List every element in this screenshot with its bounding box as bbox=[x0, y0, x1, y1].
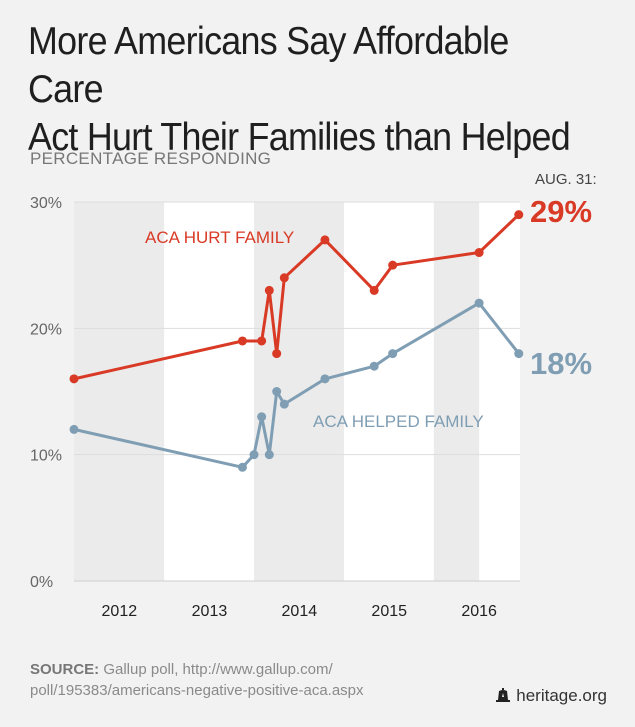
title-line-1: More Americans Say Affordable Care bbox=[28, 20, 509, 111]
data-point-helped bbox=[279, 399, 289, 409]
data-point-helped bbox=[257, 412, 267, 422]
chart-title: More Americans Say Affordable Care Act H… bbox=[28, 18, 571, 162]
last-point-caption: AUG. 31: bbox=[535, 171, 597, 188]
year-band-0 bbox=[164, 202, 255, 581]
year-band-2 bbox=[479, 202, 520, 581]
x-tick-label: 2016 bbox=[461, 603, 497, 620]
data-point-helped bbox=[249, 450, 259, 460]
x-tick-label: 2015 bbox=[371, 603, 407, 620]
data-point-hurt bbox=[474, 248, 484, 258]
data-point-hurt bbox=[69, 374, 79, 384]
data-point-hurt bbox=[388, 260, 398, 270]
data-point-hurt bbox=[272, 349, 282, 359]
title-line-2: Act Hurt Their Families than Helped bbox=[28, 116, 571, 159]
y-tick-label: 30% bbox=[30, 195, 62, 212]
brand-name: heritage.org bbox=[516, 686, 607, 705]
chart-subtitle: PERCENTAGE RESPONDING bbox=[30, 149, 272, 168]
data-point-helped bbox=[474, 298, 484, 308]
data-point-helped bbox=[514, 349, 524, 359]
x-tick-label: 2014 bbox=[282, 603, 318, 620]
plot-background bbox=[74, 202, 520, 581]
x-tick-label: 2013 bbox=[192, 603, 228, 620]
data-point-hurt bbox=[320, 235, 330, 245]
year-band-1 bbox=[343, 202, 434, 581]
source-label: SOURCE: bbox=[30, 661, 100, 678]
y-tick-label: 10% bbox=[30, 448, 62, 465]
data-point-hurt bbox=[514, 210, 524, 220]
data-point-helped bbox=[264, 450, 274, 460]
data-point-hurt bbox=[257, 336, 267, 346]
y-tick-label: 0% bbox=[30, 574, 53, 591]
x-tick-label: 2012 bbox=[102, 603, 138, 620]
data-point-helped bbox=[320, 374, 330, 384]
data-point-helped bbox=[369, 361, 379, 371]
y-tick-label: 20% bbox=[30, 321, 62, 338]
brand-logo: heritage.org bbox=[496, 686, 607, 706]
series-label-helped: ACA HELPED FAMILY bbox=[313, 412, 484, 431]
end-label-hurt: 29% bbox=[530, 194, 592, 229]
data-point-hurt bbox=[369, 285, 379, 295]
source-text-1: Gallup poll, http://www.gallup.com/ bbox=[103, 661, 333, 678]
source-text-2: poll/195383/americans-negative-positive-… bbox=[30, 682, 364, 699]
liberty-bell-icon bbox=[496, 688, 511, 702]
series-label-hurt: ACA HURT FAMILY bbox=[145, 228, 294, 247]
data-point-helped bbox=[237, 462, 247, 472]
end-label-helped: 18% bbox=[530, 346, 592, 381]
source-note: SOURCE: Gallup poll, http://www.gallup.c… bbox=[30, 659, 364, 701]
data-point-helped bbox=[69, 424, 79, 434]
data-point-helped bbox=[388, 349, 398, 359]
data-point-hurt bbox=[279, 273, 289, 283]
data-point-hurt bbox=[264, 285, 274, 295]
data-point-helped bbox=[272, 387, 282, 396]
data-point-hurt bbox=[237, 336, 247, 346]
